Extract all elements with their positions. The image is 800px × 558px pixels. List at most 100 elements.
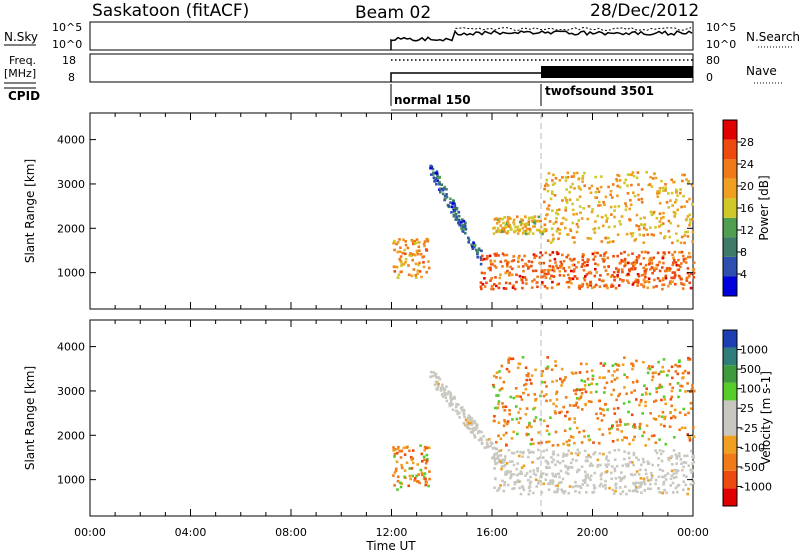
heatmap-cell	[677, 264, 681, 267]
colorbar-segment	[723, 139, 737, 160]
heatmap-cell	[420, 473, 424, 477]
heatmap-cell	[667, 456, 670, 460]
heatmap-cell	[670, 389, 674, 393]
heatmap-cell	[393, 471, 397, 474]
colorbar-segment	[723, 178, 737, 199]
heatmap-cell	[480, 287, 483, 291]
heatmap-cell	[646, 233, 649, 236]
heatmap-cell	[419, 252, 423, 256]
heatmap-cell	[547, 208, 550, 211]
heatmap-cell	[580, 379, 583, 382]
heatmap-cell	[437, 382, 440, 386]
heatmap-cell	[499, 460, 502, 463]
heatmap-cell	[635, 224, 638, 227]
heatmap-cell	[618, 179, 622, 182]
heatmap-cell	[643, 482, 647, 486]
heatmap-cell	[690, 390, 693, 394]
heatmap-cell	[576, 453, 580, 457]
heatmap-cell	[497, 459, 501, 463]
heatmap-cell	[586, 263, 589, 267]
heatmap-cell	[604, 471, 607, 474]
heatmap-cell	[493, 226, 496, 230]
heatmap-cell	[591, 464, 594, 467]
heatmap-cell	[534, 473, 538, 477]
heatmap-cell	[460, 221, 463, 224]
heatmap-cell	[613, 412, 617, 415]
heatmap-cell	[652, 210, 656, 214]
heatmap-cell	[508, 282, 512, 285]
heatmap-cell	[607, 225, 611, 229]
heatmap-cell	[594, 283, 598, 287]
heatmap-cell	[671, 253, 674, 257]
heatmap-cell	[548, 482, 551, 486]
heatmap-cell	[481, 282, 485, 286]
heatmap-cell	[669, 484, 672, 487]
heatmap-cell	[567, 491, 571, 495]
heatmap-cell	[415, 241, 418, 245]
heatmap-cell	[495, 284, 498, 288]
heatmap-cell	[686, 433, 689, 436]
heatmap-cell	[525, 432, 529, 436]
heatmap-cell	[544, 478, 548, 481]
heatmap-cell	[565, 255, 568, 259]
heatmap-cell	[619, 252, 623, 255]
heatmap-cell	[667, 284, 670, 288]
heatmap-cell	[436, 385, 440, 388]
heatmap-cell	[568, 257, 572, 261]
heatmap-cell	[548, 264, 551, 268]
heatmap-cell	[614, 482, 618, 486]
heatmap-cell	[543, 184, 547, 188]
heatmap-cell	[640, 491, 643, 494]
colorbar-tick-label: -500	[740, 461, 765, 474]
heatmap-cell	[613, 467, 616, 470]
heatmap-cell	[655, 387, 658, 390]
heatmap-cell	[587, 476, 591, 480]
heatmap-cell	[623, 181, 626, 185]
heatmap-cell	[577, 219, 581, 222]
heatmap-cell	[657, 191, 661, 195]
heatmap-cell	[539, 479, 542, 483]
heatmap-cell	[574, 451, 578, 455]
heatmap-cell	[650, 185, 654, 188]
heatmap-cell	[682, 407, 685, 411]
heatmap-cell	[554, 220, 558, 224]
heatmap-cell	[564, 414, 567, 418]
heatmap-cell	[635, 259, 639, 262]
heatmap-cell	[528, 423, 531, 427]
heatmap-cell	[553, 257, 557, 261]
heatmap-cell	[502, 460, 506, 463]
heatmap-cell	[635, 470, 639, 473]
heatmap-cell	[570, 269, 573, 273]
heatmap-cell	[682, 465, 685, 469]
heatmap-cell	[645, 472, 648, 476]
heatmap-cell	[523, 276, 527, 279]
heatmap-cell	[624, 178, 628, 182]
heatmap-cell	[630, 362, 633, 365]
heatmap-cell	[649, 175, 652, 179]
heatmap-cell	[529, 442, 533, 446]
heatmap-cell	[575, 212, 578, 216]
heatmap-cell	[675, 469, 678, 472]
heatmap-cell	[490, 262, 493, 266]
heatmap-cell	[525, 227, 529, 231]
heatmap-cell	[682, 461, 685, 464]
heatmap-cell	[621, 260, 624, 263]
heatmap-cell	[613, 469, 617, 473]
heatmap-cell	[679, 241, 683, 245]
heatmap-cell	[576, 470, 579, 474]
heatmap-cell	[512, 463, 516, 467]
heatmap-cell	[644, 400, 647, 404]
heatmap-cell	[603, 391, 606, 394]
heatmap-cell	[566, 171, 570, 175]
colorbar-segment	[723, 453, 737, 471]
heatmap-cell	[438, 182, 441, 186]
heatmap-cell	[525, 282, 528, 285]
heatmap-cell	[502, 287, 506, 290]
heatmap-cell	[686, 271, 690, 275]
heatmap-cell	[610, 426, 613, 430]
heatmap-cell	[678, 389, 682, 392]
colorbar-segment	[723, 347, 737, 366]
heatmap-cell	[598, 278, 601, 281]
